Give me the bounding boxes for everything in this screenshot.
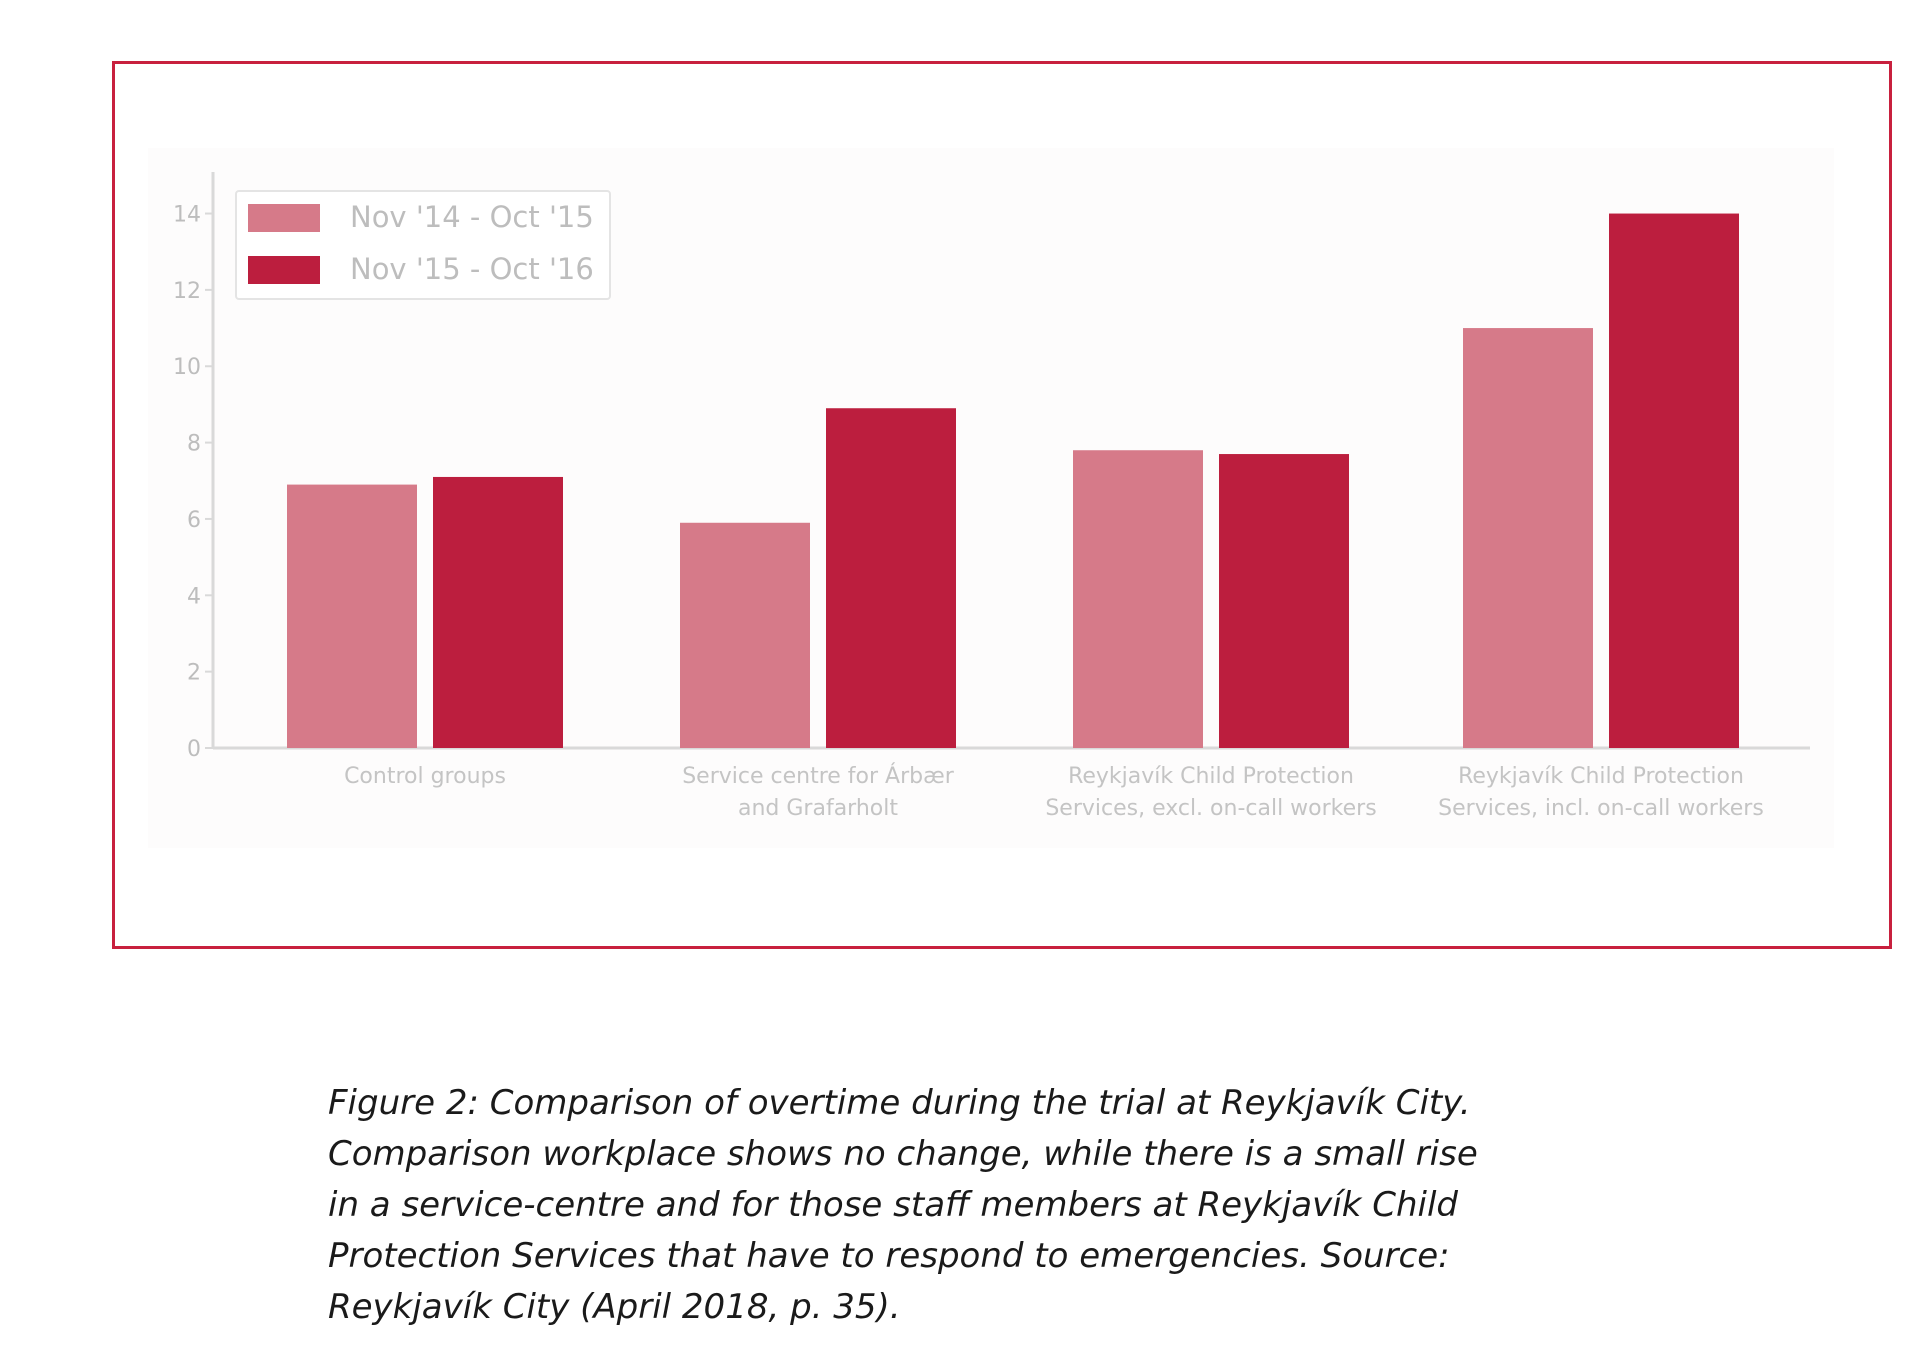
x-tick-label: Control groups — [344, 764, 506, 789]
x-tick-label: Services, excl. on-call workers — [1045, 796, 1376, 821]
legend: Nov '14 - Oct '15 Nov '15 - Oct '16 — [235, 190, 611, 300]
caption-line: Reykjavík City (April 2018, p. 35). — [328, 1287, 901, 1327]
bar-chart: 0 2 4 6 8 10 12 14 Control groups Service centre… — [173, 172, 1810, 821]
bar — [433, 476, 563, 748]
x-tick-label: and Grafarholt — [738, 796, 898, 821]
y-tick-label: 6 — [187, 508, 201, 533]
bar — [680, 522, 810, 748]
legend-swatch — [248, 204, 320, 232]
legend-label: Nov '14 - Oct '15 — [350, 200, 594, 234]
y-tick-label: 2 — [187, 661, 201, 686]
figure-caption: Figure 2: Comparison of overtime during … — [328, 1078, 1608, 1333]
bar — [1073, 450, 1203, 748]
bar — [1463, 328, 1593, 748]
bar — [287, 484, 417, 748]
y-tick-label: 8 — [187, 432, 201, 457]
legend-label: Nov '15 - Oct '16 — [350, 252, 594, 286]
x-axis-labels: Control groups Service centre for Árbær an… — [344, 763, 1764, 821]
bar — [1609, 213, 1739, 749]
x-tick-label: Services, incl. on-call workers — [1438, 796, 1764, 821]
y-tick-label: 12 — [173, 279, 201, 304]
caption-line: Protection Services that have to respond… — [328, 1236, 1450, 1276]
legend-box — [235, 190, 611, 300]
caption-line: Figure 2: Comparison of overtime during … — [328, 1083, 1471, 1123]
y-tick-label: 0 — [187, 737, 201, 762]
bar — [826, 408, 956, 748]
caption-line: in a service-centre and for those staff … — [328, 1185, 1458, 1225]
y-tick-label: 14 — [173, 203, 201, 228]
y-tick-label: 4 — [187, 584, 201, 609]
y-tick-label: 10 — [173, 355, 201, 380]
x-tick-label: Service centre for Árbær — [682, 763, 954, 789]
caption-line: Comparison workplace shows no change, wh… — [328, 1134, 1478, 1174]
x-tick-label: Reykjavík Child Protection — [1068, 764, 1354, 789]
bars — [287, 213, 1739, 749]
bar — [1219, 454, 1349, 748]
x-tick-label: Reykjavík Child Protection — [1458, 764, 1744, 789]
legend-swatch — [248, 256, 320, 284]
